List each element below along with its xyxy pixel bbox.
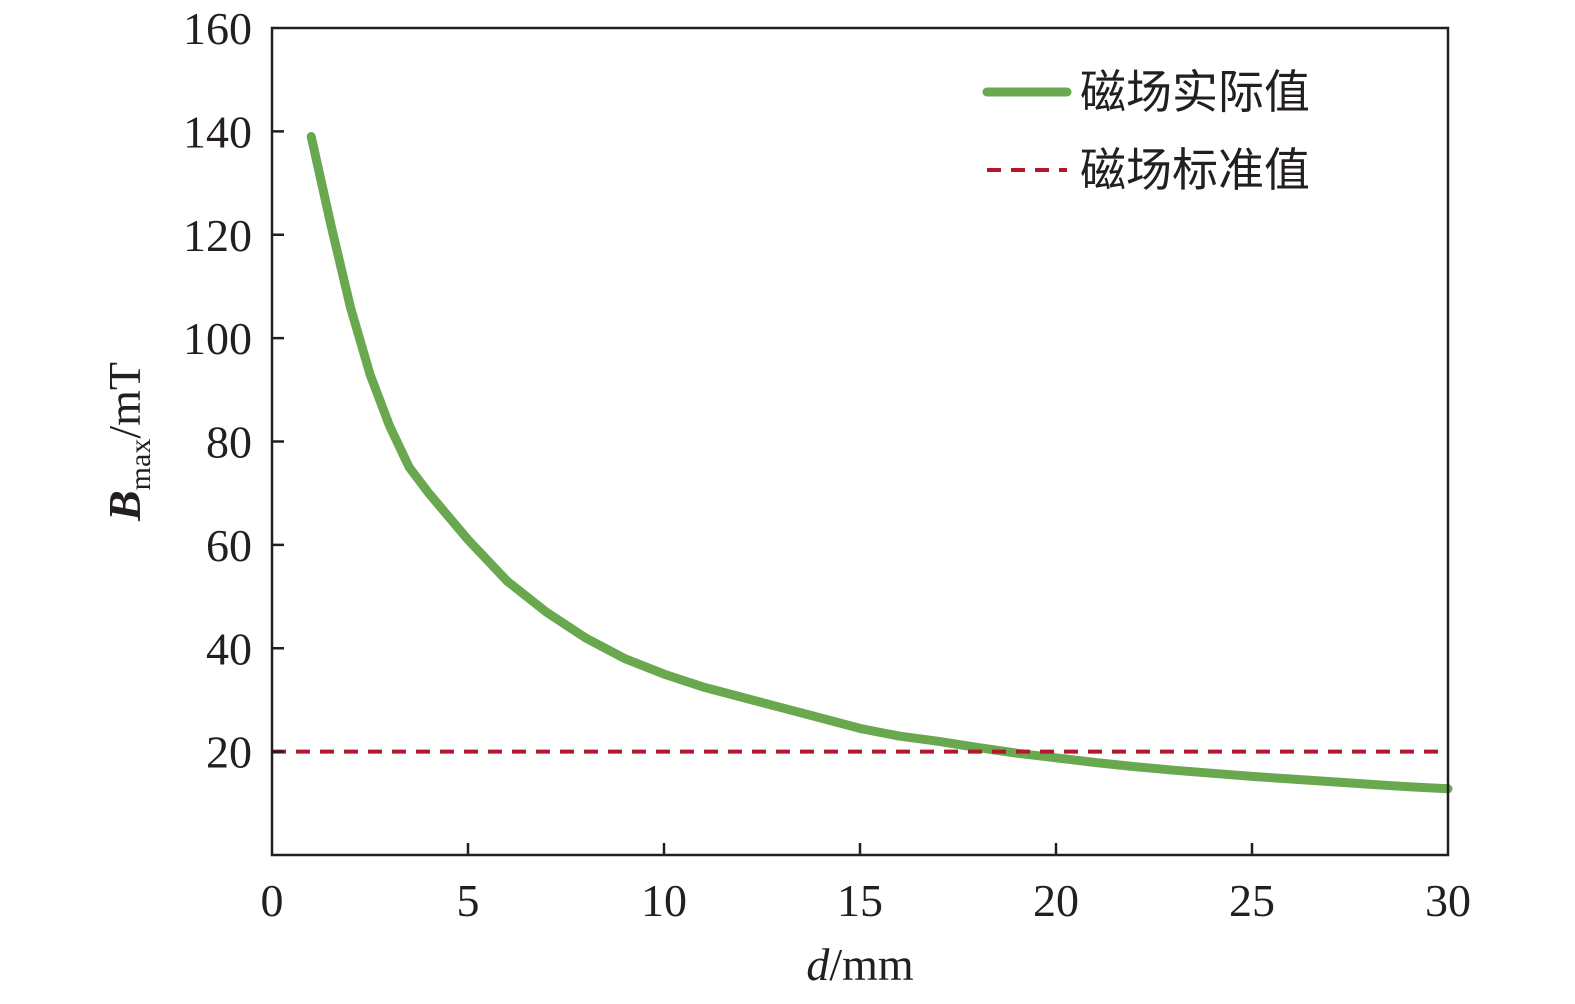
- x-tick-label: 5: [457, 875, 480, 926]
- x-tick-label: 30: [1425, 875, 1471, 926]
- y-axis-subscript: max: [124, 439, 157, 491]
- y-tick-label: 160: [183, 3, 252, 54]
- x-axis-title: d/mm: [806, 939, 914, 990]
- y-tick-label: 80: [206, 417, 252, 468]
- series-layer: [272, 132, 1453, 794]
- legend-label-standard: 磁场标准值: [1080, 143, 1310, 197]
- y-axis-unit: /mT: [99, 362, 150, 439]
- x-tick-label: 25: [1229, 875, 1275, 926]
- y-tick-label: 120: [183, 210, 252, 261]
- y-tick-label: 140: [183, 106, 252, 157]
- tick-layer: 0 5 10 15 20 25 30 20 40 60 80 100 120 140 160: [183, 3, 1471, 926]
- x-tick-label: 15: [837, 875, 883, 926]
- legend: 磁场实际值 磁场标准值: [982, 65, 1310, 197]
- y-axis-variable: B: [99, 490, 150, 522]
- x-axis-unit: /mm: [829, 939, 914, 990]
- y-tick-label: 60: [206, 520, 252, 571]
- y-tick-label: 20: [206, 727, 252, 778]
- y-tick-label: 40: [206, 623, 252, 674]
- x-tick-label: 10: [641, 875, 687, 926]
- y-tick-label: 100: [183, 313, 252, 364]
- x-tick-label: 0: [261, 875, 284, 926]
- legend-label-actual: 磁场实际值: [1080, 65, 1310, 119]
- series-line-actual: [306, 132, 1453, 794]
- x-axis-variable: d: [806, 939, 830, 990]
- y-axis-title: Bmax/mT: [99, 362, 157, 522]
- x-tick-label: 20: [1033, 875, 1079, 926]
